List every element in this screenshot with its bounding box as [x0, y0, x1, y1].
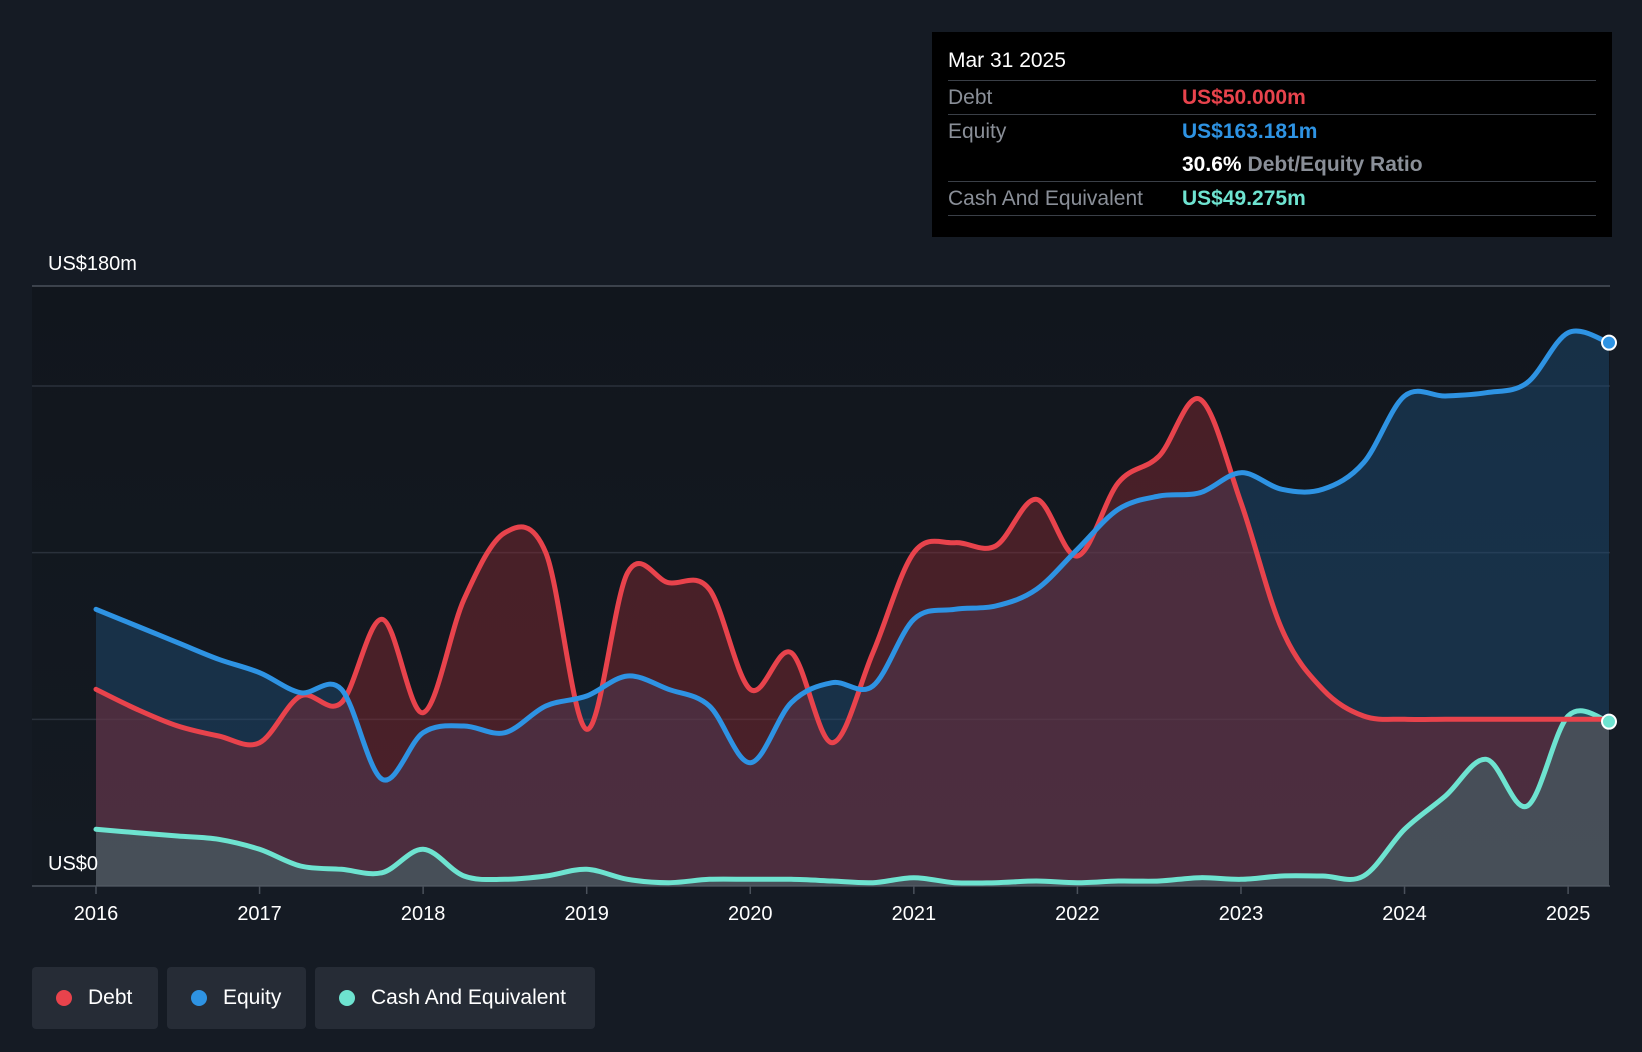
gridlines — [32, 285, 1610, 887]
x-tick-label: 2021 — [892, 903, 937, 925]
tooltip-debt-row: Debt US$50.000m — [948, 80, 1596, 114]
cash-end-marker[interactable] — [1601, 713, 1617, 730]
end-markers — [1601, 334, 1617, 730]
tooltip-ratio-label: Debt/Equity Ratio — [1247, 152, 1423, 176]
cash-dot-icon — [339, 990, 355, 1006]
x-tick-label: 2017 — [237, 903, 282, 925]
legend-cash-label: Cash And Equivalent — [371, 986, 566, 1009]
series-lines — [93, 328, 1612, 886]
tooltip-debt-value: US$50.000m — [1182, 85, 1306, 109]
legend: Debt Equity Cash And Equivalent — [32, 967, 595, 1029]
x-tick-label: 2025 — [1546, 903, 1591, 925]
legend-item-cash[interactable]: Cash And Equivalent — [315, 967, 595, 1029]
y-axis-top-label: US$180m — [48, 253, 137, 275]
x-tick-label: 2022 — [1055, 903, 1100, 925]
tooltip-cash-row: Cash And Equivalent US$49.275m — [948, 181, 1596, 216]
tooltip-ratio-value: 30.6% — [1182, 152, 1242, 176]
tooltip-cash-label: Cash And Equivalent — [948, 186, 1143, 210]
equity-line — [93, 328, 1612, 783]
y-axis-bottom-label: US$0 — [48, 853, 98, 875]
equity-end-marker[interactable] — [1601, 334, 1617, 351]
tooltip-cash-value: US$49.275m — [1182, 186, 1306, 210]
x-tick-label: 2018 — [401, 903, 446, 925]
series-areas — [96, 330, 1609, 887]
debt-dot-icon — [56, 990, 72, 1006]
x-tick-label: 2020 — [728, 903, 773, 925]
legend-equity-label: Equity — [223, 986, 282, 1009]
x-tick-label: 2019 — [564, 903, 609, 925]
legend-item-equity[interactable]: Equity — [167, 967, 306, 1029]
x-tick-label: 2016 — [74, 903, 119, 925]
cash-line — [93, 708, 1612, 886]
equity-area — [96, 330, 1609, 887]
tooltip-ratio-row: 30.6% Debt/Equity Ratio — [948, 148, 1596, 181]
tooltip-date: Mar 31 2025 — [948, 49, 1066, 72]
tooltip-equity-value: US$163.181m — [1182, 119, 1318, 143]
x-axis: 2016 2017 2018 2019 2020 2021 2022 2023 2024 2025 — [74, 886, 1591, 925]
x-tick-label: 2024 — [1382, 903, 1427, 925]
cash-area — [96, 710, 1609, 886]
debt-line — [93, 396, 1612, 748]
tooltip-equity-label: Equity — [948, 119, 1007, 143]
tooltip-debt-label: Debt — [948, 85, 993, 109]
tooltip-equity-row: Equity US$163.181m — [948, 114, 1596, 148]
x-tick-label: 2023 — [1219, 903, 1264, 925]
legend-item-debt[interactable]: Debt — [32, 967, 158, 1029]
legend-debt-label: Debt — [88, 986, 133, 1009]
debt-area — [96, 398, 1609, 886]
equity-dot-icon — [191, 990, 207, 1006]
tooltip-panel: Mar 31 2025 Debt US$50.000m Equity US$16… — [932, 32, 1612, 237]
